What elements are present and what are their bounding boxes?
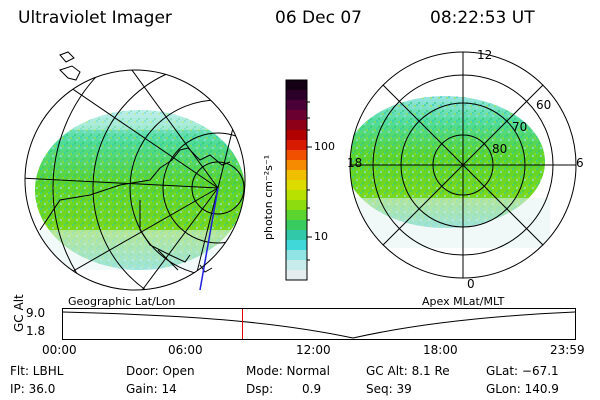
colorbar-tick-100: 100: [314, 140, 335, 153]
color-bar-segment: [286, 170, 307, 181]
apex-map: [349, 51, 577, 279]
meridian-line: [199, 187, 219, 291]
timeline-x-tick: 06:00: [168, 343, 203, 357]
color-bar-segment: [286, 120, 307, 131]
color-bar-segment: [286, 110, 307, 121]
right-panel-label: Apex MLat/MLT: [422, 295, 505, 308]
title: Ultraviolet Imager: [18, 8, 172, 28]
color-bar-segment: [286, 140, 307, 151]
color-bar-segment: [286, 180, 307, 191]
color-bar-segment: [286, 220, 307, 231]
timeline-x-tick: 12:00: [296, 343, 331, 357]
gain-info: Gain: 14: [126, 382, 177, 396]
lat-label-80: 80: [492, 142, 508, 156]
mlt-label-18: 18: [347, 156, 363, 170]
color-bar-segment: [286, 100, 307, 111]
color-bar-segment: [286, 200, 307, 211]
gc-alt-info: GC Alt: 8.1 Re: [366, 364, 450, 378]
date: 06 Dec 07: [275, 8, 362, 28]
door-info: Door: Open: [126, 364, 195, 378]
lat-label-60: 60: [536, 98, 552, 112]
colorbar-tick-10: 10: [314, 230, 328, 243]
dsp-label: Dsp:: [246, 382, 274, 396]
mode-info: Mode: Normal: [246, 364, 330, 378]
time: 08:22:53 UT: [430, 8, 535, 28]
color-bar-segment: [286, 150, 307, 161]
gc-alt-curve: [63, 311, 575, 339]
color-bar-segment: [286, 90, 307, 101]
timeline: [62, 308, 576, 340]
timeline-x-tick: 18:00: [423, 343, 458, 357]
color-bar-segment: [286, 240, 307, 251]
color-bar-segment: [286, 130, 307, 141]
timeline-x-tick: 23:59: [550, 343, 585, 357]
mlt-label-12: 12: [477, 48, 493, 62]
glon-info: GLon: 140.9: [486, 382, 559, 396]
current-time-marker: [242, 309, 244, 339]
left-panel-label: Geographic Lat/Lon: [68, 295, 176, 308]
color-bar: [286, 80, 307, 281]
glat-info: GLat: −67.1: [486, 364, 559, 378]
lat-label-70: 70: [512, 120, 528, 134]
timeline-y-label: GC Alt: [12, 294, 26, 332]
timeline-y-tick-min: 1.8: [26, 324, 46, 338]
colorbar-unit-label: photon cm⁻²s⁻¹: [262, 154, 275, 240]
filter-info: Flt: LBHL: [10, 364, 64, 378]
color-bar-segment: [286, 80, 307, 91]
timeline-x-tick: 00:00: [42, 343, 77, 357]
timeline-y-tick-max: 9.0: [26, 306, 46, 320]
color-bar-segment: [286, 250, 307, 261]
color-bar-segment: [286, 160, 307, 171]
color-bar-segment: [286, 230, 307, 241]
seq-info: Seq: 39: [366, 382, 412, 396]
color-bar-segment: [286, 260, 307, 271]
ip-info: IP: 36.0: [10, 382, 56, 396]
color-bar-segment: [286, 270, 307, 281]
color-bar-segment: [286, 210, 307, 221]
mlt-label-6: 6: [576, 156, 584, 170]
mlt-label-0: 0: [467, 277, 475, 291]
dsp-value: 0.9: [302, 382, 322, 396]
color-bar-segment: [286, 190, 307, 201]
